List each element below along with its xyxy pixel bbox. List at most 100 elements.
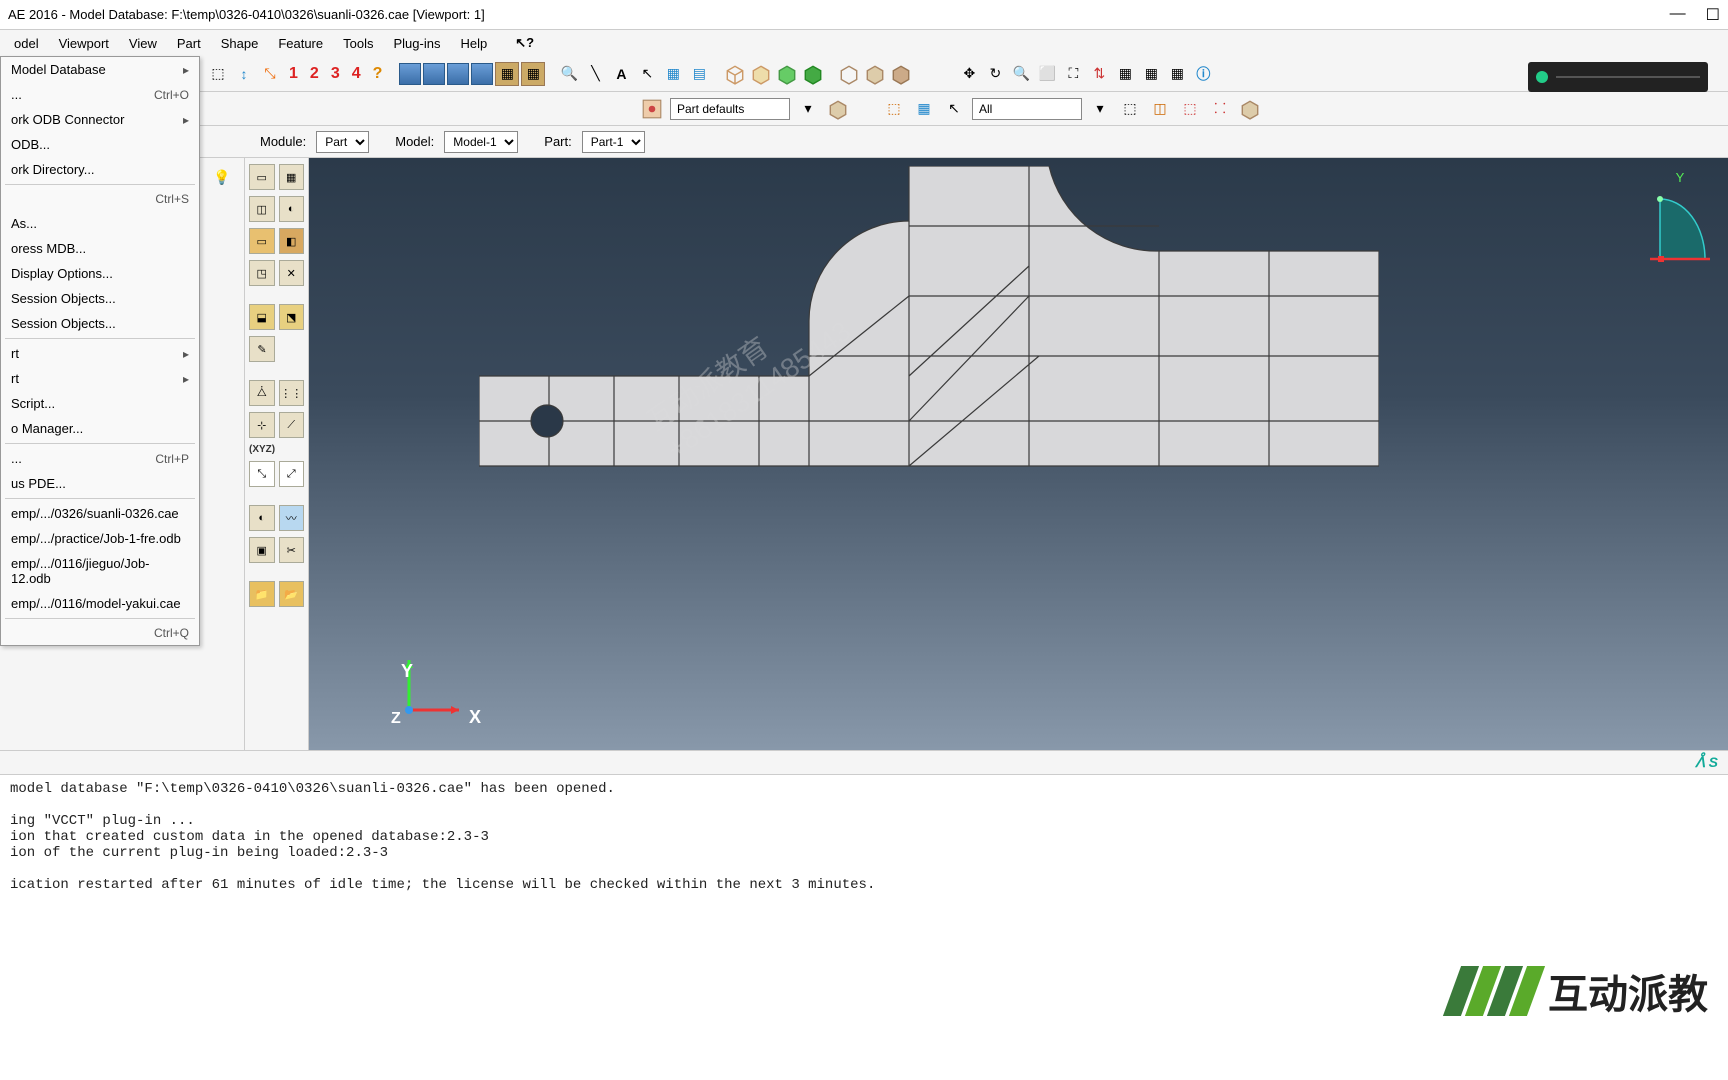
render-hidden-icon[interactable] bbox=[749, 62, 773, 86]
file-menu-item[interactable]: Ctrl+Q bbox=[1, 621, 199, 645]
part-defaults-field[interactable]: Part defaults bbox=[670, 98, 790, 120]
datum-ln-icon[interactable]: ⟋ bbox=[279, 412, 305, 438]
shade-1-icon[interactable] bbox=[837, 62, 861, 86]
solid-extrude-icon[interactable]: ◫ bbox=[249, 196, 275, 222]
view-btn-6[interactable]: ▦ bbox=[521, 62, 545, 86]
geom-repair-icon[interactable]: ◐ bbox=[249, 505, 275, 531]
options-icon[interactable]: ▤ bbox=[687, 62, 711, 86]
datum-question-icon[interactable]: ? bbox=[368, 65, 388, 83]
annotate-icon[interactable]: A bbox=[609, 62, 633, 86]
edit-feature-icon[interactable]: ✎ bbox=[249, 336, 275, 362]
sel-4-icon[interactable]: ⬚ bbox=[1118, 97, 1142, 121]
bulb-icon[interactable]: 💡 bbox=[210, 165, 234, 189]
part-defaults-dd[interactable]: ▾ bbox=[796, 97, 820, 121]
viewport[interactable]: Y X Z Y 互动派教育 +8618311485443 bbox=[309, 158, 1728, 750]
sel-5-icon[interactable]: ◫ bbox=[1148, 97, 1172, 121]
file-menu-item[interactable]: emp/.../0326/suanli-0326.cae bbox=[1, 501, 199, 526]
model-select[interactable]: Model-1 bbox=[444, 131, 518, 153]
menu-viewport[interactable]: Viewport bbox=[49, 33, 119, 54]
file-menu-item[interactable]: Session Objects... bbox=[1, 286, 199, 311]
view-btn-3[interactable] bbox=[447, 63, 469, 85]
filter-dd[interactable]: ▾ bbox=[1088, 97, 1112, 121]
nav-4-icon[interactable]: ▦ bbox=[1165, 62, 1189, 86]
file-menu-item[interactable]: ...Ctrl+O bbox=[1, 82, 199, 107]
nav-1-icon[interactable]: ⇅ bbox=[1087, 62, 1111, 86]
zoom-icon[interactable]: 🔍 bbox=[557, 62, 581, 86]
file-menu-item[interactable]: ork Directory... bbox=[1, 157, 199, 182]
file-menu-item[interactable]: ...Ctrl+P bbox=[1, 446, 199, 471]
partition-face-icon[interactable]: ⬓ bbox=[249, 304, 275, 330]
shade-2-icon[interactable] bbox=[863, 62, 887, 86]
part-manager-icon[interactable]: ▦ bbox=[279, 164, 305, 190]
grid-icon[interactable]: ▦ bbox=[661, 62, 685, 86]
menu-feature[interactable]: Feature bbox=[268, 33, 333, 54]
file-menu-item[interactable]: ork ODB Connector▸ bbox=[1, 107, 199, 132]
view-btn-1[interactable] bbox=[399, 63, 421, 85]
view-btn-2[interactable] bbox=[423, 63, 445, 85]
menu-help[interactable]: Help bbox=[450, 33, 497, 54]
geom-edit-icon[interactable]: 〰 bbox=[279, 505, 305, 531]
datum-axis-icon[interactable]: ↕ bbox=[232, 62, 256, 86]
menu-view[interactable]: View bbox=[119, 33, 167, 54]
mirror-icon[interactable]: ⧊ bbox=[249, 380, 275, 406]
file-menu-item[interactable]: emp/.../0116/jieguo/Job-12.odb bbox=[1, 551, 199, 591]
file-menu-item[interactable]: As... bbox=[1, 211, 199, 236]
nav-3-icon[interactable]: ▦ bbox=[1139, 62, 1163, 86]
module-select[interactable]: Part bbox=[316, 131, 369, 153]
datum-pt-icon[interactable]: ⊹ bbox=[249, 412, 275, 438]
datum-csys-icon[interactable]: ⤡ bbox=[258, 62, 282, 86]
info-icon[interactable]: ⓘ bbox=[1191, 62, 1215, 86]
file-menu-item[interactable]: ODB... bbox=[1, 132, 199, 157]
sel-8-icon[interactable] bbox=[1238, 97, 1262, 121]
render-shaded-icon[interactable] bbox=[775, 62, 799, 86]
sel-1-icon[interactable]: ⬚ bbox=[882, 97, 906, 121]
shell-revolve-icon[interactable]: ◧ bbox=[279, 228, 305, 254]
partition-cell-icon[interactable]: ⬔ bbox=[279, 304, 305, 330]
datum-4[interactable]: 4 bbox=[347, 65, 366, 83]
zoom-in-icon[interactable]: 🔍 bbox=[1009, 62, 1033, 86]
sel-7-icon[interactable]: ⸬ bbox=[1208, 97, 1232, 121]
cursor-icon[interactable]: ↖ bbox=[635, 62, 659, 86]
file-menu-item[interactable]: o Manager... bbox=[1, 416, 199, 441]
file-menu-item[interactable]: us PDE... bbox=[1, 471, 199, 496]
part-select[interactable]: Part-1 bbox=[582, 131, 645, 153]
color-icon[interactable] bbox=[640, 97, 664, 121]
file-menu-item[interactable]: oress MDB... bbox=[1, 236, 199, 261]
file-menu-item[interactable]: rt▸ bbox=[1, 366, 199, 391]
rotate-icon[interactable]: ↻ bbox=[983, 62, 1007, 86]
file-menu-item[interactable]: Ctrl+S bbox=[1, 187, 199, 211]
file-menu-item[interactable]: emp/.../0116/model-yakui.cae bbox=[1, 591, 199, 616]
nav-2-icon[interactable]: ▦ bbox=[1113, 62, 1137, 86]
folder-1-icon[interactable]: 📁 bbox=[249, 581, 275, 607]
menu-tools[interactable]: Tools bbox=[333, 33, 383, 54]
zoom-box-icon[interactable]: ⬜ bbox=[1035, 62, 1059, 86]
cut-icon[interactable]: ✕ bbox=[279, 260, 305, 286]
menu-shape[interactable]: Shape bbox=[211, 33, 269, 54]
wire-icon[interactable]: ◳ bbox=[249, 260, 275, 286]
menu-plugins[interactable]: Plug-ins bbox=[383, 33, 450, 54]
file-menu-item[interactable]: rt▸ bbox=[1, 341, 199, 366]
view-btn-5[interactable]: ▦ bbox=[495, 62, 519, 86]
pattern-icon[interactable]: ⋮⋮ bbox=[279, 380, 305, 406]
view-btn-4[interactable] bbox=[471, 63, 493, 85]
menu-part[interactable]: Part bbox=[167, 33, 211, 54]
csys-icon[interactable]: ⤡ bbox=[249, 461, 275, 487]
datum-1[interactable]: 1 bbox=[284, 65, 303, 83]
shell-extrude-icon[interactable]: ▭ bbox=[249, 228, 275, 254]
file-menu-item[interactable]: Session Objects... bbox=[1, 311, 199, 336]
solid-revolve-icon[interactable]: ◐ bbox=[279, 196, 305, 222]
tool-a-icon[interactable]: ▣ bbox=[249, 537, 275, 563]
fit-icon[interactable]: ⛶ bbox=[1061, 62, 1085, 86]
file-menu-item[interactable]: Script... bbox=[1, 391, 199, 416]
datum-2[interactable]: 2 bbox=[305, 65, 324, 83]
sel-6-icon[interactable]: ⬚ bbox=[1178, 97, 1202, 121]
create-part-icon[interactable]: ▭ bbox=[249, 164, 275, 190]
shade-3-icon[interactable] bbox=[889, 62, 913, 86]
datum-3[interactable]: 3 bbox=[326, 65, 345, 83]
sel-2-icon[interactable]: ▦ bbox=[912, 97, 936, 121]
line-icon[interactable]: ╲ bbox=[583, 62, 607, 86]
minimize-button[interactable]: — bbox=[1670, 5, 1686, 25]
pan-icon[interactable]: ✥ bbox=[957, 62, 981, 86]
file-menu-item[interactable]: Display Options... bbox=[1, 261, 199, 286]
selection-filter[interactable]: All bbox=[972, 98, 1082, 120]
